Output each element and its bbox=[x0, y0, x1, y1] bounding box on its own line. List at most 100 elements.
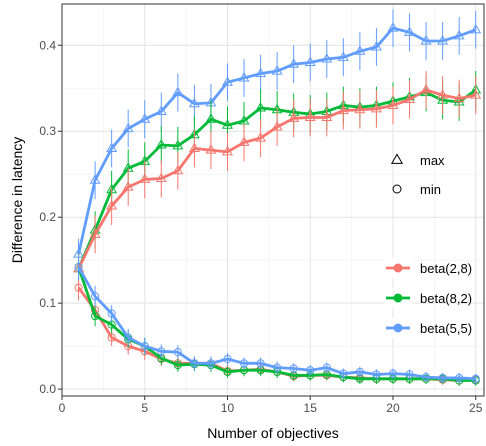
panel-border bbox=[61, 3, 485, 397]
data-point bbox=[157, 347, 166, 356]
data-point bbox=[173, 360, 182, 370]
panel-background bbox=[62, 4, 484, 396]
data-point bbox=[288, 112, 300, 122]
series-beta-2-8-max bbox=[73, 71, 482, 285]
data-point bbox=[122, 122, 134, 133]
y-tick-label: 0.4 bbox=[39, 38, 56, 52]
axes: 0 5 10 15 20 25 0.0 0.1 0.2 0.3 0.4 bbox=[39, 38, 482, 415]
data-point bbox=[238, 71, 250, 82]
data-point bbox=[155, 105, 167, 115]
legend-label-beta-2-8: beta(2,8) bbox=[420, 261, 472, 276]
data-point bbox=[387, 22, 399, 32]
data-point bbox=[271, 65, 283, 75]
data-point bbox=[74, 262, 83, 272]
data-point bbox=[405, 370, 414, 379]
data-point bbox=[289, 364, 298, 373]
data-point bbox=[238, 136, 250, 146]
data-point bbox=[437, 35, 449, 45]
data-point bbox=[453, 92, 465, 103]
data-point bbox=[453, 29, 465, 40]
data-point bbox=[173, 348, 182, 357]
data-point bbox=[470, 23, 482, 34]
data-point bbox=[222, 119, 233, 129]
data-point bbox=[321, 111, 333, 122]
data-point bbox=[90, 311, 100, 321]
data-point bbox=[106, 142, 118, 152]
data-point bbox=[420, 84, 432, 94]
data-point bbox=[339, 369, 348, 378]
data-point bbox=[106, 200, 118, 210]
data-point bbox=[223, 354, 232, 364]
data-point bbox=[337, 104, 349, 115]
x-tick-label: 10 bbox=[221, 401, 235, 415]
series-line bbox=[77, 26, 477, 255]
data-point bbox=[404, 93, 415, 103]
data-point bbox=[190, 359, 199, 368]
data-point bbox=[388, 369, 398, 378]
data-point bbox=[471, 374, 480, 383]
data-point bbox=[372, 370, 381, 379]
data-point bbox=[140, 342, 149, 351]
x-tick-label: 25 bbox=[469, 401, 483, 415]
data-point bbox=[205, 113, 217, 123]
data-point bbox=[206, 359, 216, 368]
series-line bbox=[77, 88, 477, 270]
data-point bbox=[370, 41, 382, 51]
x-tick-label: 0 bbox=[59, 401, 66, 415]
legend-label-beta-8-2: beta(8,2) bbox=[420, 291, 472, 306]
data-point bbox=[155, 139, 167, 149]
data-point bbox=[139, 113, 151, 123]
legend-point bbox=[393, 323, 403, 333]
data-point bbox=[107, 309, 116, 318]
x-tick-label: 20 bbox=[386, 401, 400, 415]
data-point bbox=[255, 132, 267, 142]
legend-marker-min bbox=[392, 184, 402, 194]
data-point bbox=[354, 103, 366, 114]
data-point bbox=[188, 142, 200, 152]
data-point bbox=[222, 145, 233, 156]
data-point bbox=[321, 53, 333, 63]
data-point bbox=[172, 86, 184, 97]
data-point bbox=[354, 45, 366, 55]
data-point bbox=[223, 367, 232, 377]
series-beta-5-5-max bbox=[73, 9, 482, 270]
data-point bbox=[288, 58, 300, 68]
data-point bbox=[222, 76, 233, 86]
data-point bbox=[306, 366, 315, 375]
legend-marker-max bbox=[390, 153, 404, 164]
data-point bbox=[421, 372, 431, 382]
y-tick-label: 0.1 bbox=[39, 296, 56, 310]
data-point bbox=[271, 120, 283, 131]
data-point bbox=[256, 359, 265, 368]
data-point bbox=[89, 228, 101, 238]
y-tick-label: 0.0 bbox=[39, 382, 56, 396]
legend-point bbox=[393, 263, 403, 273]
legend: max min beta(2,8) beta(8,2) beta(5,5) bbox=[384, 153, 472, 338]
data-point bbox=[172, 139, 184, 150]
legend-label-max: max bbox=[420, 153, 445, 168]
data-point bbox=[438, 373, 447, 383]
data-point bbox=[387, 99, 399, 109]
series-layer bbox=[73, 9, 482, 386]
data-point bbox=[370, 102, 382, 113]
data-point bbox=[355, 367, 364, 377]
data-point bbox=[304, 56, 316, 66]
y-axis-label: Difference in latency bbox=[9, 137, 25, 264]
data-point bbox=[420, 35, 432, 45]
series-line bbox=[77, 266, 476, 381]
data-point bbox=[437, 89, 449, 99]
data-point bbox=[255, 67, 267, 78]
y-tick-label: 0.2 bbox=[39, 210, 56, 224]
data-point bbox=[255, 102, 267, 112]
data-point bbox=[455, 373, 464, 383]
data-point bbox=[273, 363, 282, 372]
data-point bbox=[188, 97, 200, 108]
data-point bbox=[89, 174, 101, 184]
y-tick-label: 0.3 bbox=[39, 124, 56, 138]
legend-label-beta-5-5: beta(5,5) bbox=[420, 321, 472, 336]
series-beta-5-5-min bbox=[74, 254, 480, 384]
x-tick-label: 5 bbox=[141, 401, 148, 415]
data-point bbox=[139, 173, 151, 183]
data-point bbox=[74, 283, 83, 292]
data-point bbox=[304, 111, 316, 122]
